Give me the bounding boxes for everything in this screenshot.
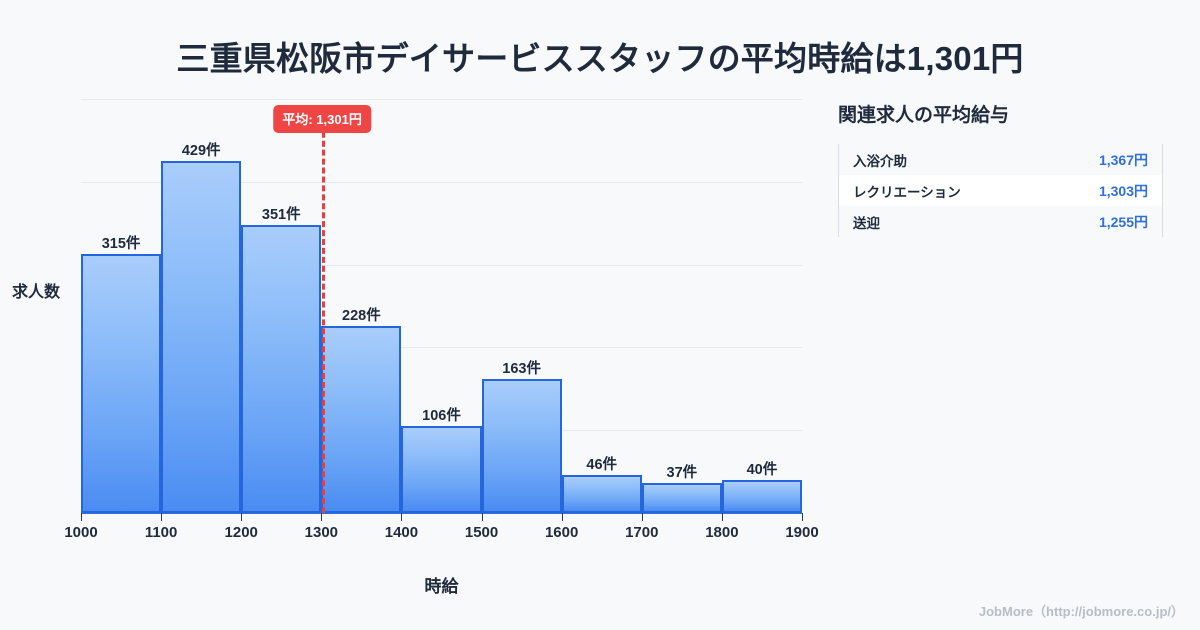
gridline <box>81 264 802 266</box>
x-axis-tick-label: 1800 <box>705 524 739 541</box>
x-axis-tick <box>161 513 163 521</box>
histogram-bar <box>241 224 322 513</box>
x-axis-tick-label: 1300 <box>304 524 339 541</box>
bar-value-label: 163件 <box>502 361 541 378</box>
histogram-chart: 求人数 315件 429件 351件 228件 106件 163件 46件 37件 40件 10… <box>12 99 819 596</box>
salary-row: 入浴介助 1,367円 <box>839 144 1162 175</box>
gridline <box>81 181 802 183</box>
x-axis-tick-label: 1200 <box>224 524 258 541</box>
histogram-bar <box>641 482 722 513</box>
x-axis-tick-label: 1500 <box>464 524 499 541</box>
x-axis-tick-label: 1000 <box>64 524 98 541</box>
related-salary-title: 関連求人の平均給与 <box>838 105 1010 126</box>
salary-row: 送迎 1,255円 <box>839 206 1162 237</box>
bar-value-label: 40件 <box>746 462 778 479</box>
x-axis-tick <box>802 513 803 521</box>
x-axis-tick <box>481 513 483 521</box>
x-axis-tick <box>721 513 723 521</box>
bar-value-label: 46件 <box>586 457 618 474</box>
histogram-bar <box>481 379 562 513</box>
salary-row-name: レクリエーション <box>853 184 961 200</box>
x-axis-tick <box>241 513 243 521</box>
x-axis-tick <box>641 513 643 521</box>
histogram-bar <box>81 254 162 513</box>
x-axis-line <box>81 513 802 514</box>
x-axis-tick-label: 1100 <box>144 524 178 541</box>
histogram-bar <box>161 160 242 513</box>
related-salary-list: 入浴介助 1,367円レクリエーション 1,303円送迎 1,255円 <box>838 144 1163 237</box>
salary-row-value: 1,255円 <box>1098 213 1148 230</box>
x-axis-title: 時給 <box>424 577 459 596</box>
bar-value-label: 228件 <box>342 307 381 324</box>
y-axis-title: 求人数 <box>12 284 61 301</box>
salary-row-value: 1,303円 <box>1098 182 1148 199</box>
histogram-bar <box>401 425 482 513</box>
average-line <box>322 105 326 513</box>
gridline <box>81 99 802 100</box>
x-axis-tick-label: 1900 <box>785 524 819 541</box>
x-axis-tick <box>401 513 403 521</box>
salary-row: レクリエーション 1,303円 <box>839 175 1162 206</box>
x-axis-tick-label: 1400 <box>384 524 419 541</box>
x-axis-tick <box>81 513 82 521</box>
bar-value-label: 106件 <box>422 407 461 424</box>
gridline <box>81 347 802 349</box>
histogram-bar <box>721 480 802 513</box>
x-axis-tick-label: 1600 <box>544 524 579 541</box>
bar-value-label: 315件 <box>101 236 141 253</box>
page-title: 三重県松阪市デイサービススタッフの平均時給は1,301円 <box>176 40 1024 77</box>
bar-value-label: 429件 <box>181 142 221 159</box>
salary-row-name: 入浴介助 <box>853 153 907 169</box>
watermark-footer: JobMore（http://jobmore.co.jp/） <box>978 604 1184 619</box>
salary-row-name: 送迎 <box>853 215 880 231</box>
salary-row-value: 1,367円 <box>1098 151 1148 168</box>
x-axis-tick <box>321 513 323 521</box>
bar-value-label: 351件 <box>261 206 301 223</box>
average-badge: 平均: 1,301円 <box>273 105 371 133</box>
histogram-bar <box>321 325 402 513</box>
histogram-bar <box>561 475 642 513</box>
bar-value-label: 37件 <box>666 464 698 481</box>
x-axis-tick-label: 1700 <box>625 524 659 541</box>
bar-series: 315件 429件 351件 228件 106件 163件 46件 37件 40件 <box>81 99 802 513</box>
related-salary-panel: 関連求人の平均給与 入浴介助 1,367円レクリエーション 1,303円送迎 1,25… <box>838 100 1163 237</box>
x-axis-tick <box>561 513 563 521</box>
